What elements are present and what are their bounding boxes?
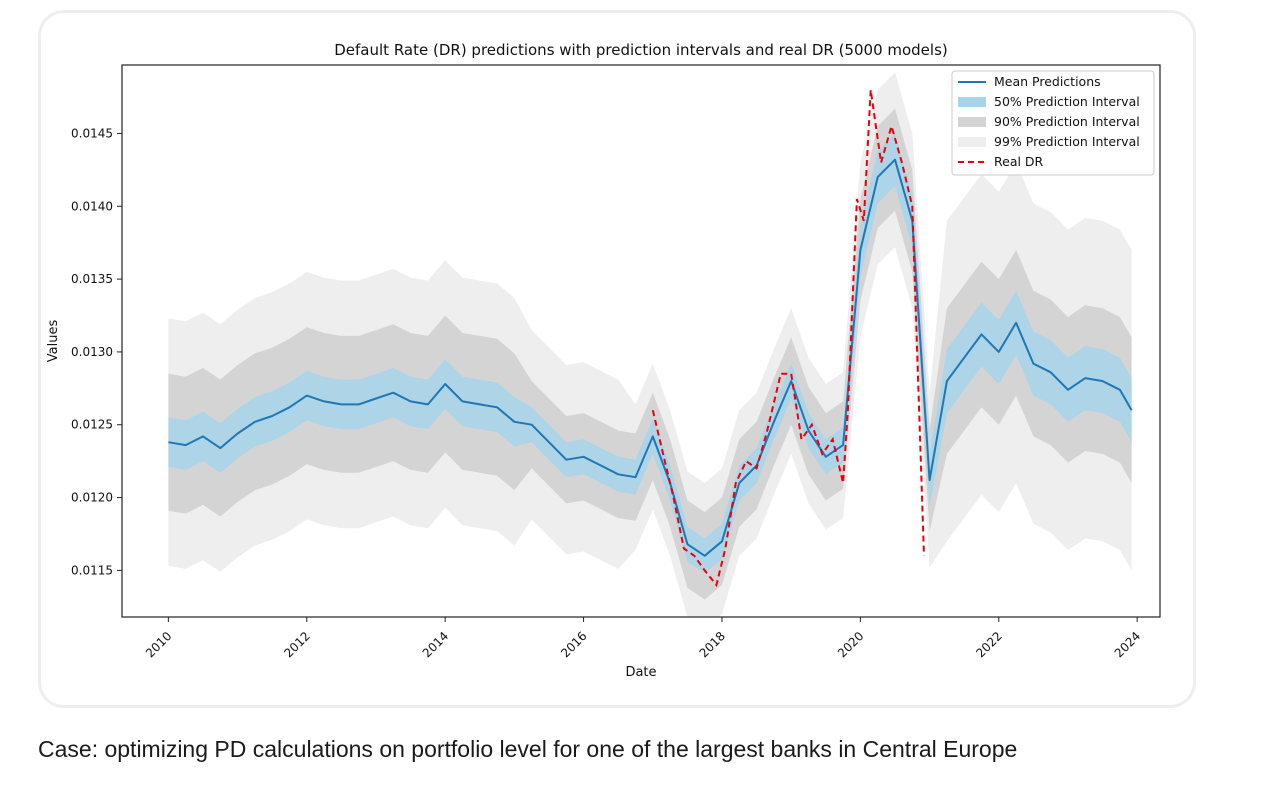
pi90-band: [168, 108, 1132, 600]
mean-predictions-line: [168, 158, 1133, 557]
y-axis-label: Values: [46, 320, 61, 363]
chart-title: Default Rate (DR) predictions with predi…: [334, 41, 948, 59]
y-tick-label: 0.0115: [71, 563, 113, 577]
y-tick-label: 0.0135: [71, 272, 113, 286]
legend-label: 99% Prediction Interval: [994, 134, 1140, 149]
x-axis-label: Date: [625, 665, 656, 680]
x-tick-label: 2020: [835, 629, 866, 660]
x-tick-label: 2012: [281, 629, 312, 660]
plot-frame: [121, 64, 1161, 618]
legend-label: 50% Prediction Interval: [994, 94, 1140, 109]
y-tick-label: 0.0120: [71, 491, 113, 505]
legend-label: Real DR: [994, 154, 1044, 169]
legend-label: 90% Prediction Interval: [994, 114, 1140, 129]
x-tick-label: 2016: [558, 629, 589, 660]
legend-swatch: [958, 97, 986, 107]
chart: 2010 2012 2014 2016 2018 2020 2022 2024 0.0115 0.…: [46, 41, 1161, 680]
x-tick-label: 2022: [973, 629, 1004, 660]
x-tick-label: 2010: [143, 629, 174, 660]
legend: Mean Predictions 50% Prediction Interval 9…: [951, 70, 1155, 176]
y-tick-label: 0.0130: [71, 345, 113, 359]
legend-box: [951, 70, 1155, 176]
caption: Case: optimizing PD calculations on port…: [38, 736, 1018, 762]
x-tick-label: 2014: [420, 629, 451, 660]
real-dr-line: [651, 89, 925, 588]
y-tick-label: 0.0140: [71, 199, 113, 213]
x-tick-label: 2024: [1112, 629, 1143, 660]
legend-label: Mean Predictions: [994, 74, 1101, 89]
x-tick-label: 2018: [697, 629, 728, 660]
legend-swatch: [958, 137, 986, 147]
legend-swatch: [958, 117, 986, 127]
y-tick-label: 0.0145: [71, 126, 113, 140]
y-tick-label: 0.0125: [71, 418, 113, 432]
